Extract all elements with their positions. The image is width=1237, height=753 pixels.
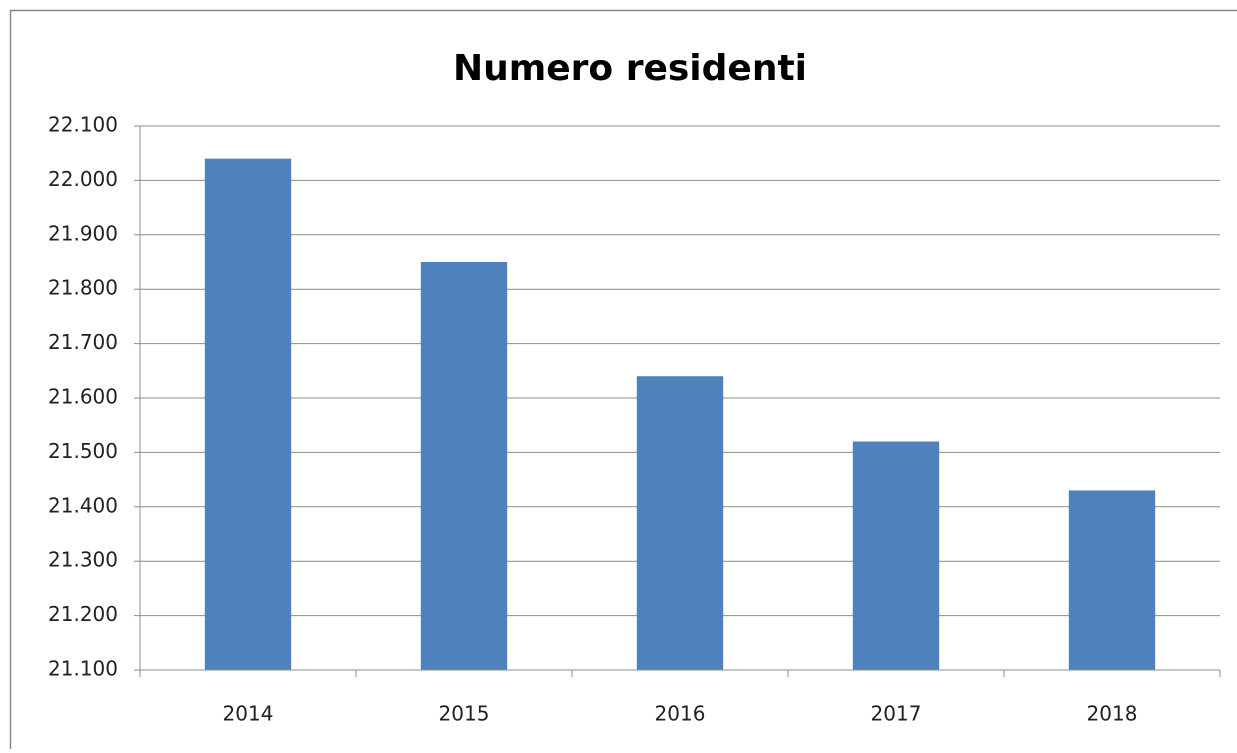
y-tick-label: 21.100 [48, 657, 118, 681]
x-tick-label: 2015 [439, 702, 490, 726]
bar [1069, 490, 1155, 670]
y-tick-label: 21.700 [48, 330, 118, 354]
y-tick-label: 22.000 [48, 167, 118, 191]
y-tick-label: 21.400 [48, 493, 118, 517]
x-tick-label: 2017 [871, 702, 922, 726]
y-tick-label: 21.800 [48, 276, 118, 300]
y-tick-label: 21.200 [48, 602, 118, 626]
y-tick-label: 22.100 [48, 113, 118, 137]
y-tick-label: 21.500 [48, 439, 118, 463]
y-tick-label: 21.300 [48, 548, 118, 572]
bar [637, 376, 723, 670]
x-tick-label: 2014 [223, 702, 274, 726]
bar [421, 262, 507, 670]
bar [205, 159, 291, 670]
chart-title: Numero residenti [453, 48, 807, 89]
bar [853, 442, 939, 670]
y-tick-label: 21.900 [48, 221, 118, 245]
chart-frame [11, 11, 1237, 750]
y-tick-label: 21.600 [48, 385, 118, 409]
x-tick-label: 2016 [655, 702, 706, 726]
x-tick-label: 2018 [1087, 702, 1138, 726]
